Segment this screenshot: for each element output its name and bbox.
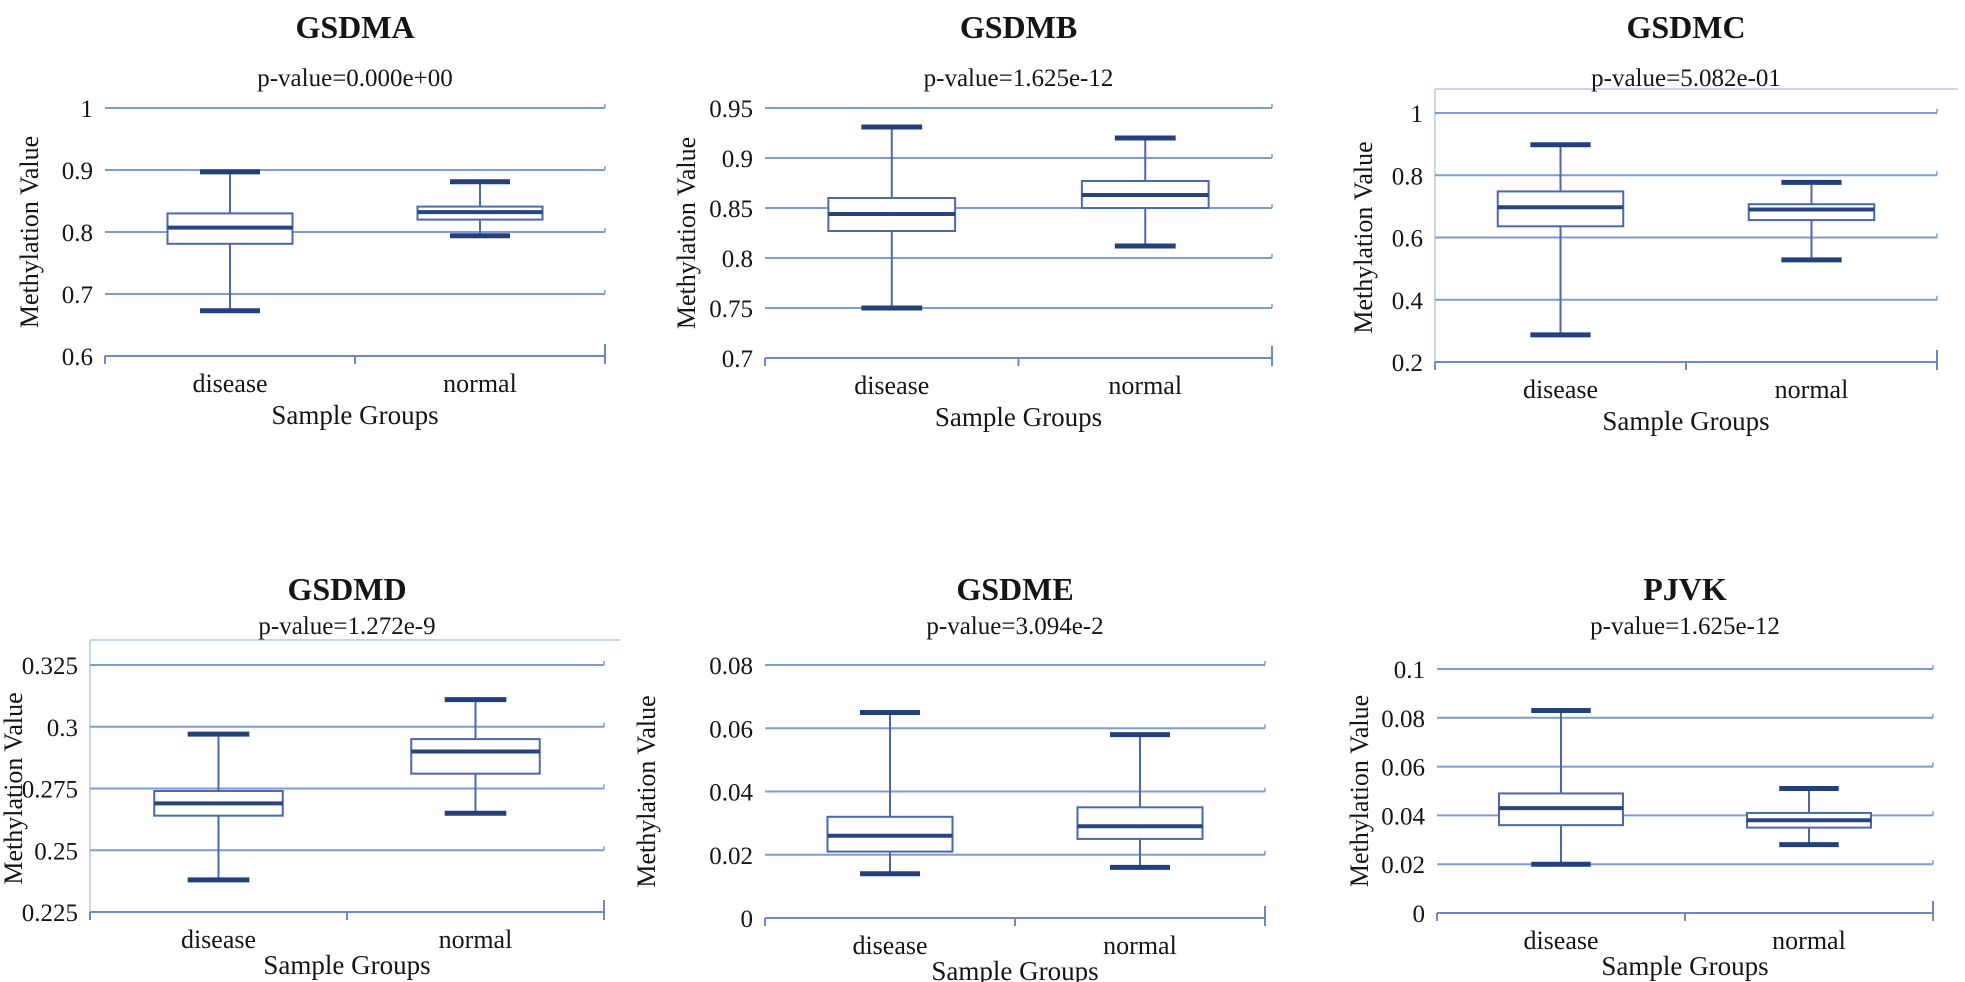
y-tick-label: 0.9 bbox=[62, 158, 93, 185]
y-tick-label: 0.7 bbox=[62, 282, 93, 309]
y-tick-label: 0.3 bbox=[47, 715, 78, 742]
panel-title: GSDMB bbox=[960, 9, 1077, 45]
x-axis-label: Sample Groups bbox=[1602, 406, 1769, 436]
boxplot-disease bbox=[1496, 142, 1625, 338]
y-tick-label: 0.06 bbox=[1381, 755, 1425, 782]
category-label-disease: disease bbox=[1523, 926, 1598, 955]
x-axis-label: Sample Groups bbox=[935, 402, 1102, 432]
category-label-normal: normal bbox=[1108, 371, 1182, 400]
y-tick-label: 0.2 bbox=[1392, 350, 1423, 377]
boxplot-disease bbox=[166, 169, 294, 314]
y-axis-label: Methylation Value bbox=[1349, 141, 1378, 333]
panel-gsdmd: 0.325 0.3 0.275 0.25 0.225 disease normal Sampl… bbox=[0, 571, 620, 980]
y-tick-label: 0.325 bbox=[22, 653, 78, 680]
y-tick-label: 0.6 bbox=[62, 344, 93, 371]
category-label-normal: normal bbox=[439, 925, 513, 954]
y-tick-label: 0.8 bbox=[722, 246, 753, 273]
y-tick-label: 0.8 bbox=[1392, 163, 1423, 190]
p-value-label: p-value=1.272e-9 bbox=[258, 613, 435, 640]
x-axis-label: Sample Groups bbox=[931, 956, 1098, 982]
y-axis-label: Methylation Value bbox=[1345, 695, 1374, 887]
y-axis-label: Methylation Value bbox=[15, 136, 44, 328]
category-label-disease: disease bbox=[1523, 375, 1598, 404]
y-tick-label: 0.06 bbox=[709, 716, 753, 743]
p-value-label: p-value=1.625e-12 bbox=[924, 65, 1114, 92]
category-label-normal: normal bbox=[1775, 375, 1849, 404]
y-tick-label: 0.1 bbox=[1394, 657, 1425, 684]
category-label-disease: disease bbox=[181, 925, 256, 954]
category-label-normal: normal bbox=[1103, 931, 1177, 960]
y-tick-label: 0.04 bbox=[1381, 803, 1425, 830]
boxplot-normal bbox=[410, 697, 541, 816]
panel-title: GSDMD bbox=[287, 571, 406, 607]
box-iqr bbox=[410, 738, 541, 775]
p-value-label: p-value=5.082e-01 bbox=[1591, 65, 1781, 92]
y-tick-label: 0.02 bbox=[1381, 852, 1425, 879]
boxplot-normal bbox=[1747, 179, 1876, 263]
p-value-label: p-value=1.625e-12 bbox=[1590, 613, 1780, 640]
boxplot-normal bbox=[1746, 786, 1872, 848]
boxplot-disease bbox=[1498, 707, 1624, 867]
category-label-normal: normal bbox=[1772, 926, 1846, 955]
y-axis-label: Methylation Value bbox=[632, 695, 661, 887]
category-label-disease: disease bbox=[854, 371, 929, 400]
y-tick-label: 0.8 bbox=[62, 220, 93, 247]
y-tick-label: 0.7 bbox=[722, 346, 753, 373]
x-axis-label: Sample Groups bbox=[1601, 951, 1768, 981]
y-tick-label: 0.08 bbox=[709, 653, 753, 680]
y-tick-label: 0.04 bbox=[709, 780, 753, 807]
boxplot-disease bbox=[153, 731, 284, 883]
y-tick-label: 0.6 bbox=[1392, 226, 1423, 253]
y-tick-label: 0.275 bbox=[22, 777, 78, 804]
y-tick-label: 0 bbox=[1413, 901, 1426, 928]
y-tick-label: 0.25 bbox=[34, 838, 78, 865]
box-iqr bbox=[1076, 806, 1204, 840]
panel-title: GSDMA bbox=[295, 9, 414, 45]
panel-title: GSDMC bbox=[1626, 9, 1745, 45]
category-label-normal: normal bbox=[443, 369, 517, 398]
boxplot-disease bbox=[827, 124, 957, 311]
boxplot-normal bbox=[1076, 732, 1204, 870]
boxplot-disease bbox=[826, 709, 954, 877]
y-axis-label: Methylation Value bbox=[0, 692, 28, 884]
panel-gsdmb: 0.95 0.9 0.85 0.8 0.75 0.7 disease normalSample… bbox=[672, 9, 1273, 432]
x-axis-label: Sample Groups bbox=[263, 950, 430, 980]
y-tick-label: 0.4 bbox=[1392, 288, 1424, 315]
y-tick-label: 0.08 bbox=[1381, 706, 1425, 733]
category-label-disease: disease bbox=[192, 369, 267, 398]
y-tick-label: 0.95 bbox=[709, 96, 753, 123]
p-value-label: p-value=3.094e-2 bbox=[926, 613, 1103, 640]
y-tick-label: 0.02 bbox=[709, 843, 753, 870]
y-tick-label: 0.225 bbox=[22, 900, 78, 927]
y-tick-label: 0.85 bbox=[709, 196, 753, 223]
x-axis-label: Sample Groups bbox=[271, 400, 438, 430]
boxplot-normal bbox=[416, 179, 544, 239]
panel-title: GSDME bbox=[956, 571, 1073, 607]
y-tick-label: 1 bbox=[1411, 101, 1424, 128]
y-tick-label: 0.75 bbox=[709, 296, 753, 323]
y-tick-label: 0.9 bbox=[722, 146, 753, 173]
category-label-disease: disease bbox=[852, 931, 927, 960]
panel-title: PJVK bbox=[1643, 571, 1727, 607]
box-iqr bbox=[1747, 203, 1876, 222]
p-value-label: p-value=0.000e+00 bbox=[257, 65, 453, 92]
panel-pjvk: 0.1 0.08 0.06 0.04 0.02 0 disease normalSample … bbox=[1345, 571, 1934, 981]
y-tick-label: 0 bbox=[741, 906, 754, 933]
y-tick-label: 1 bbox=[81, 96, 94, 123]
y-axis-label: Methylation Value bbox=[672, 137, 701, 329]
boxplot-normal bbox=[1080, 135, 1210, 249]
